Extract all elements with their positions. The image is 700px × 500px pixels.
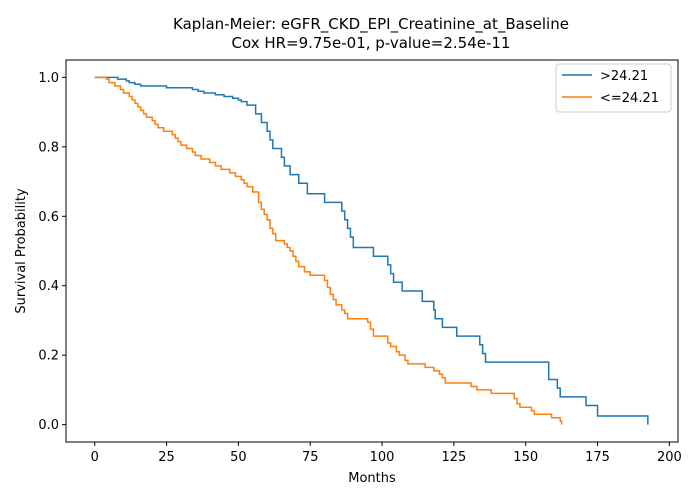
- x-axis-label: Months: [348, 471, 396, 486]
- y-tick-label: 0.8: [38, 140, 59, 155]
- legend: >24.21 <=24.21: [555, 63, 672, 113]
- x-tick-label: 75: [302, 450, 319, 465]
- y-tick-label: 0.4: [38, 279, 59, 294]
- legend-box: [555, 63, 672, 113]
- y-tick-label: 0.0: [38, 418, 59, 433]
- legend-label-low: <=24.21: [600, 91, 659, 106]
- y-tick-label: 1.0: [38, 71, 59, 86]
- x-tick-label: 100: [370, 450, 395, 465]
- series-layer: [94, 76, 649, 425]
- y-tick-label: 0.2: [38, 349, 59, 364]
- x-tick-label: 0: [91, 450, 99, 465]
- y-axis-label: Survival Probability: [14, 188, 29, 314]
- x-tick-label: 25: [158, 450, 175, 465]
- chart-title: Kaplan-Meier: eGFR_CKD_EPI_Creatinine_at…: [173, 15, 569, 34]
- y-tick-label: 0.6: [38, 210, 59, 225]
- legend-label-high: >24.21: [600, 69, 648, 84]
- x-tick-label: 125: [441, 450, 466, 465]
- series-line-0: [94, 76, 649, 425]
- x-tick-label: 200: [657, 450, 682, 465]
- x-tick-label: 175: [585, 450, 610, 465]
- x-tick-label: 150: [513, 450, 538, 465]
- series-line-1: [94, 76, 563, 425]
- ticks-layer: 0 25 50 75 100 125 150 175 200 0.0 0.2 0.4 0.6 0.8 1.0: [38, 71, 681, 465]
- x-tick-label: 50: [230, 450, 247, 465]
- chart-subtitle: Cox HR=9.75e-01, p-value=2.54e-11: [232, 34, 511, 52]
- plot-frame: [65, 59, 679, 443]
